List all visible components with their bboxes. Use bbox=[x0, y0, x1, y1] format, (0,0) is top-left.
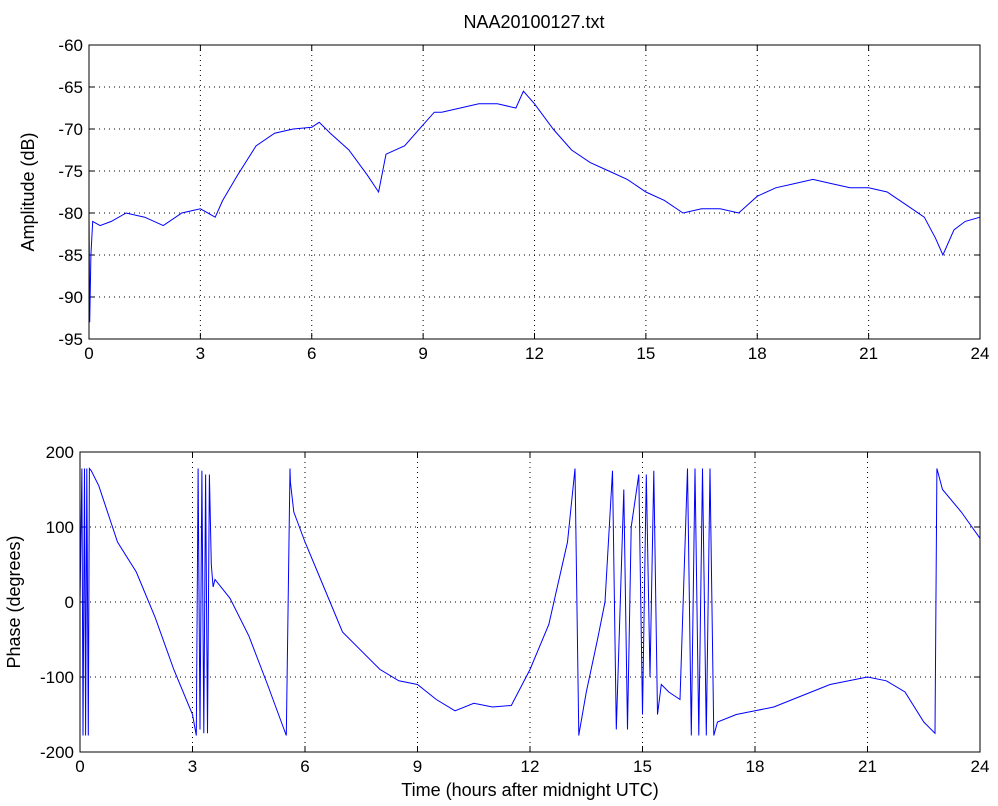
phase-y-tick-label: 200 bbox=[46, 443, 74, 462]
amplitude-x-tick-label: 12 bbox=[525, 344, 544, 363]
phase-x-axis-label: Time (hours after midnight UTC) bbox=[401, 780, 658, 800]
amplitude-y-axis-label: Amplitude (dB) bbox=[18, 132, 38, 251]
amplitude-series-line bbox=[88, 90, 981, 323]
phase-y-tick-label: -100 bbox=[40, 668, 74, 687]
amplitude-y-tick-label: -80 bbox=[58, 204, 83, 223]
phase-y-tick-label: 100 bbox=[46, 518, 74, 537]
phase-x-tick-label: 0 bbox=[75, 757, 84, 776]
amplitude-y-tick-label: -75 bbox=[58, 162, 83, 181]
amplitude-x-tick-label: 0 bbox=[84, 344, 93, 363]
amplitude-y-tick-label: -70 bbox=[58, 120, 83, 139]
amplitude-y-tick-label: -90 bbox=[58, 288, 83, 307]
phase-series-line bbox=[79, 467, 981, 736]
amplitude-y-tick-label: -60 bbox=[58, 36, 83, 55]
amplitude-y-tick-label: -65 bbox=[58, 78, 83, 97]
amplitude-x-tick-label: 9 bbox=[418, 344, 427, 363]
amplitude-x-tick-label: 3 bbox=[196, 344, 205, 363]
amplitude-x-tick-label: 6 bbox=[307, 344, 316, 363]
amplitude-x-tick-label: 21 bbox=[859, 344, 878, 363]
amplitude-y-tick-label: -85 bbox=[58, 246, 83, 265]
phase-y-tick-label: -200 bbox=[40, 743, 74, 762]
phase-x-tick-label: 6 bbox=[300, 757, 309, 776]
phase-x-tick-label: 15 bbox=[633, 757, 652, 776]
amplitude-chart: NAA20100127.txt 0 3 6 9 12 15 18 21 24 -95 -90 -85 -… bbox=[18, 12, 989, 363]
phase-x-tick-label: 18 bbox=[746, 757, 765, 776]
phase-x-tick-label: 21 bbox=[858, 757, 877, 776]
phase-x-tick-label: 24 bbox=[971, 757, 990, 776]
amplitude-x-tick-label: 24 bbox=[971, 344, 990, 363]
phase-y-tick-label: 0 bbox=[65, 593, 74, 612]
amplitude-x-tick-label: 15 bbox=[636, 344, 655, 363]
phase-chart: 0 3 6 9 12 15 18 21 24 -200 -100 0 100 200 Time (hour… bbox=[4, 443, 989, 800]
amplitude-x-tick-label: 18 bbox=[748, 344, 767, 363]
phase-y-axis-label: Phase (degrees) bbox=[4, 535, 24, 668]
amplitude-y-tick-label: -95 bbox=[58, 330, 83, 349]
phase-x-tick-label: 12 bbox=[521, 757, 540, 776]
chart-title: NAA20100127.txt bbox=[463, 12, 604, 32]
phase-x-tick-label: 3 bbox=[188, 757, 197, 776]
phase-plot-frame bbox=[79, 451, 981, 753]
phase-x-tick-label: 9 bbox=[413, 757, 422, 776]
amplitude-plot-frame bbox=[88, 44, 981, 340]
